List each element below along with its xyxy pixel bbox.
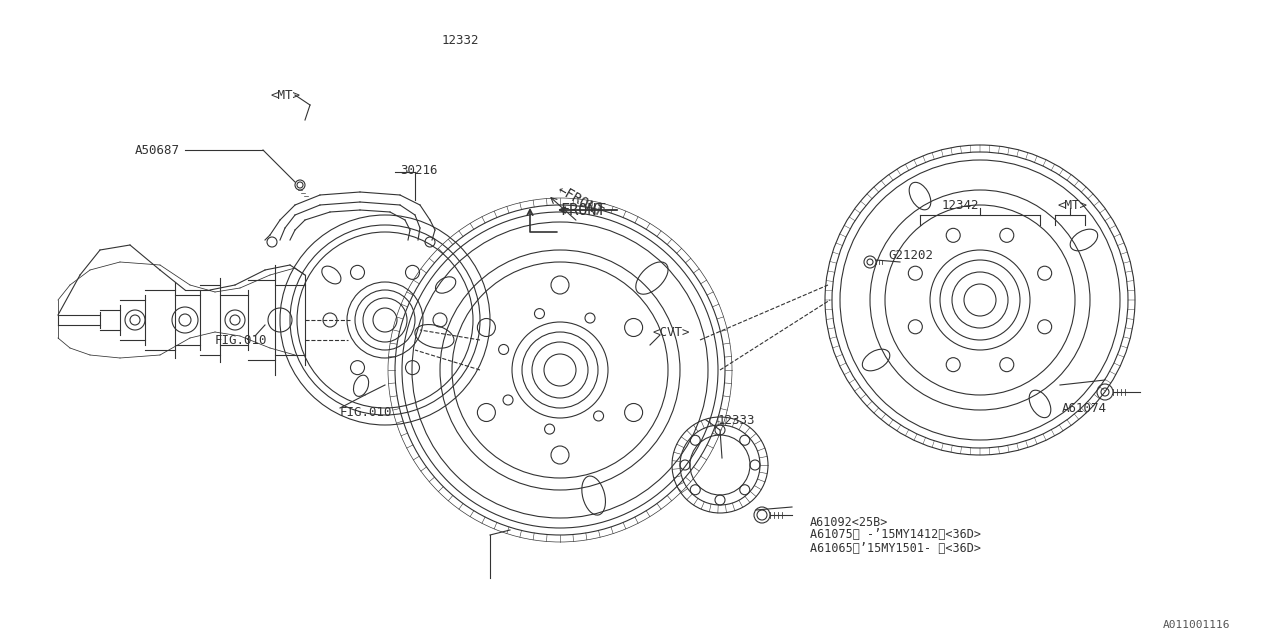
Text: <MT>: <MT> <box>270 88 300 102</box>
Text: G21202: G21202 <box>888 248 933 262</box>
Text: FIG.010: FIG.010 <box>215 333 268 346</box>
Text: A011001116: A011001116 <box>1162 620 1230 630</box>
Text: A50687: A50687 <box>134 143 180 157</box>
Text: <MT>: <MT> <box>1059 198 1088 211</box>
Text: A61075（ -’15MY1412）<36D>: A61075（ -’15MY1412）<36D> <box>810 529 980 541</box>
Text: FRONT: FRONT <box>561 202 605 218</box>
Text: A61074: A61074 <box>1062 401 1107 415</box>
Text: 12342: 12342 <box>941 198 979 211</box>
Text: A61065（’15MY1501- ）<36D>: A61065（’15MY1501- ）<36D> <box>810 541 980 554</box>
Text: A61092<25B>: A61092<25B> <box>810 515 888 529</box>
Text: <CVT>: <CVT> <box>652 326 690 339</box>
Text: 12333: 12333 <box>718 413 755 426</box>
Text: FIG.010: FIG.010 <box>340 406 393 419</box>
Text: 30216: 30216 <box>401 163 438 177</box>
Text: 12332: 12332 <box>442 33 479 47</box>
Text: ←FRONT: ←FRONT <box>556 183 605 220</box>
